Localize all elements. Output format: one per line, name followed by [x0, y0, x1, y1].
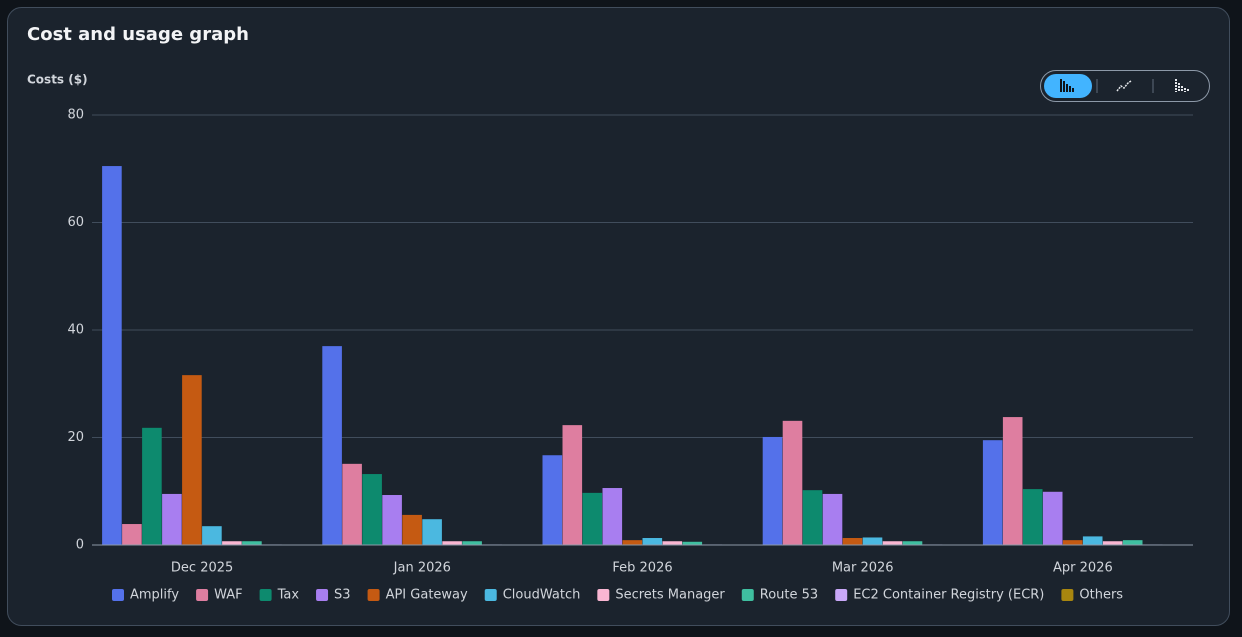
legend-label: API Gateway — [386, 588, 468, 603]
x-tick-label: Jan 2026 — [393, 561, 451, 576]
bar — [622, 540, 643, 545]
stacked-view-button[interactable] — [1160, 74, 1202, 98]
bar — [362, 474, 382, 545]
bar — [822, 493, 843, 545]
y-tick-label: 80 — [67, 108, 84, 123]
x-tick-label: Mar 2026 — [832, 561, 894, 576]
bar — [582, 492, 603, 545]
bar — [1042, 491, 1063, 545]
bar — [562, 425, 583, 545]
bar — [1002, 417, 1023, 545]
bar — [102, 166, 122, 545]
legend-swatch — [597, 589, 610, 601]
bar — [342, 463, 362, 545]
bar — [322, 346, 342, 545]
bar — [442, 541, 462, 545]
bar — [862, 537, 883, 545]
bar — [902, 541, 923, 545]
bar — [782, 420, 803, 545]
line-icon — [1116, 80, 1132, 92]
y-tick-label: 0 — [76, 538, 84, 553]
bar — [602, 488, 623, 545]
legend-swatch — [316, 589, 329, 601]
chart-title: Cost and usage graph — [27, 24, 249, 45]
x-tick-label: Apr 2026 — [1053, 561, 1113, 576]
legend-swatch — [1061, 589, 1074, 601]
bar — [382, 495, 402, 545]
bar — [242, 541, 262, 545]
bar — [682, 541, 703, 545]
bar — [762, 436, 783, 545]
bar — [662, 541, 683, 545]
bar — [222, 541, 242, 545]
toggle-frame — [1040, 70, 1210, 102]
bar — [642, 538, 663, 545]
bar — [402, 514, 422, 545]
bar — [142, 427, 162, 545]
bar — [1022, 489, 1043, 545]
y-tick-label: 40 — [67, 323, 84, 338]
bar — [1122, 540, 1143, 545]
bar — [1082, 536, 1103, 545]
chart-type-toggle — [1040, 70, 1210, 102]
bar — [542, 455, 563, 545]
bar — [422, 519, 442, 545]
legend-swatch — [367, 589, 380, 601]
legend-label: CloudWatch — [503, 588, 581, 603]
legend-swatch — [835, 589, 848, 601]
y-tick-label: 60 — [67, 215, 84, 230]
legend-label: Tax — [277, 588, 300, 603]
legend-swatch — [112, 589, 124, 601]
stacked-icon — [1175, 79, 1189, 92]
bar — [162, 493, 182, 545]
legend-label: Amplify — [130, 588, 179, 603]
legend-swatch — [484, 589, 497, 601]
y-tick-label: 20 — [67, 430, 84, 445]
bar — [982, 440, 1003, 545]
bar — [1102, 541, 1123, 545]
card — [7, 7, 1230, 626]
x-tick-label: Feb 2026 — [612, 561, 672, 576]
legend-swatch — [259, 589, 272, 601]
bar — [202, 526, 222, 545]
x-tick-label: Dec 2025 — [171, 561, 233, 576]
y-axis-label: Costs ($) — [27, 73, 88, 87]
legend-label: WAF — [214, 588, 243, 603]
legend-label: S3 — [334, 588, 351, 603]
line-view-bg — [1104, 74, 1144, 98]
legend-label: Secrets Manager — [615, 588, 725, 603]
bar — [182, 375, 202, 545]
legend-label: Route 53 — [760, 588, 818, 603]
bar — [1062, 540, 1083, 545]
bar — [122, 524, 142, 545]
legend-swatch — [741, 589, 754, 601]
legend-swatch — [196, 589, 209, 601]
bar — [842, 538, 863, 545]
bar — [882, 541, 903, 545]
bar-icon — [1060, 79, 1074, 92]
line-view-button[interactable] — [1104, 74, 1144, 98]
bar — [462, 541, 482, 545]
bar-view-button[interactable] — [1044, 74, 1092, 98]
legend-label: EC2 Container Registry (ECR) — [853, 588, 1044, 603]
legend-label: Others — [1079, 588, 1123, 603]
bar — [802, 490, 823, 545]
